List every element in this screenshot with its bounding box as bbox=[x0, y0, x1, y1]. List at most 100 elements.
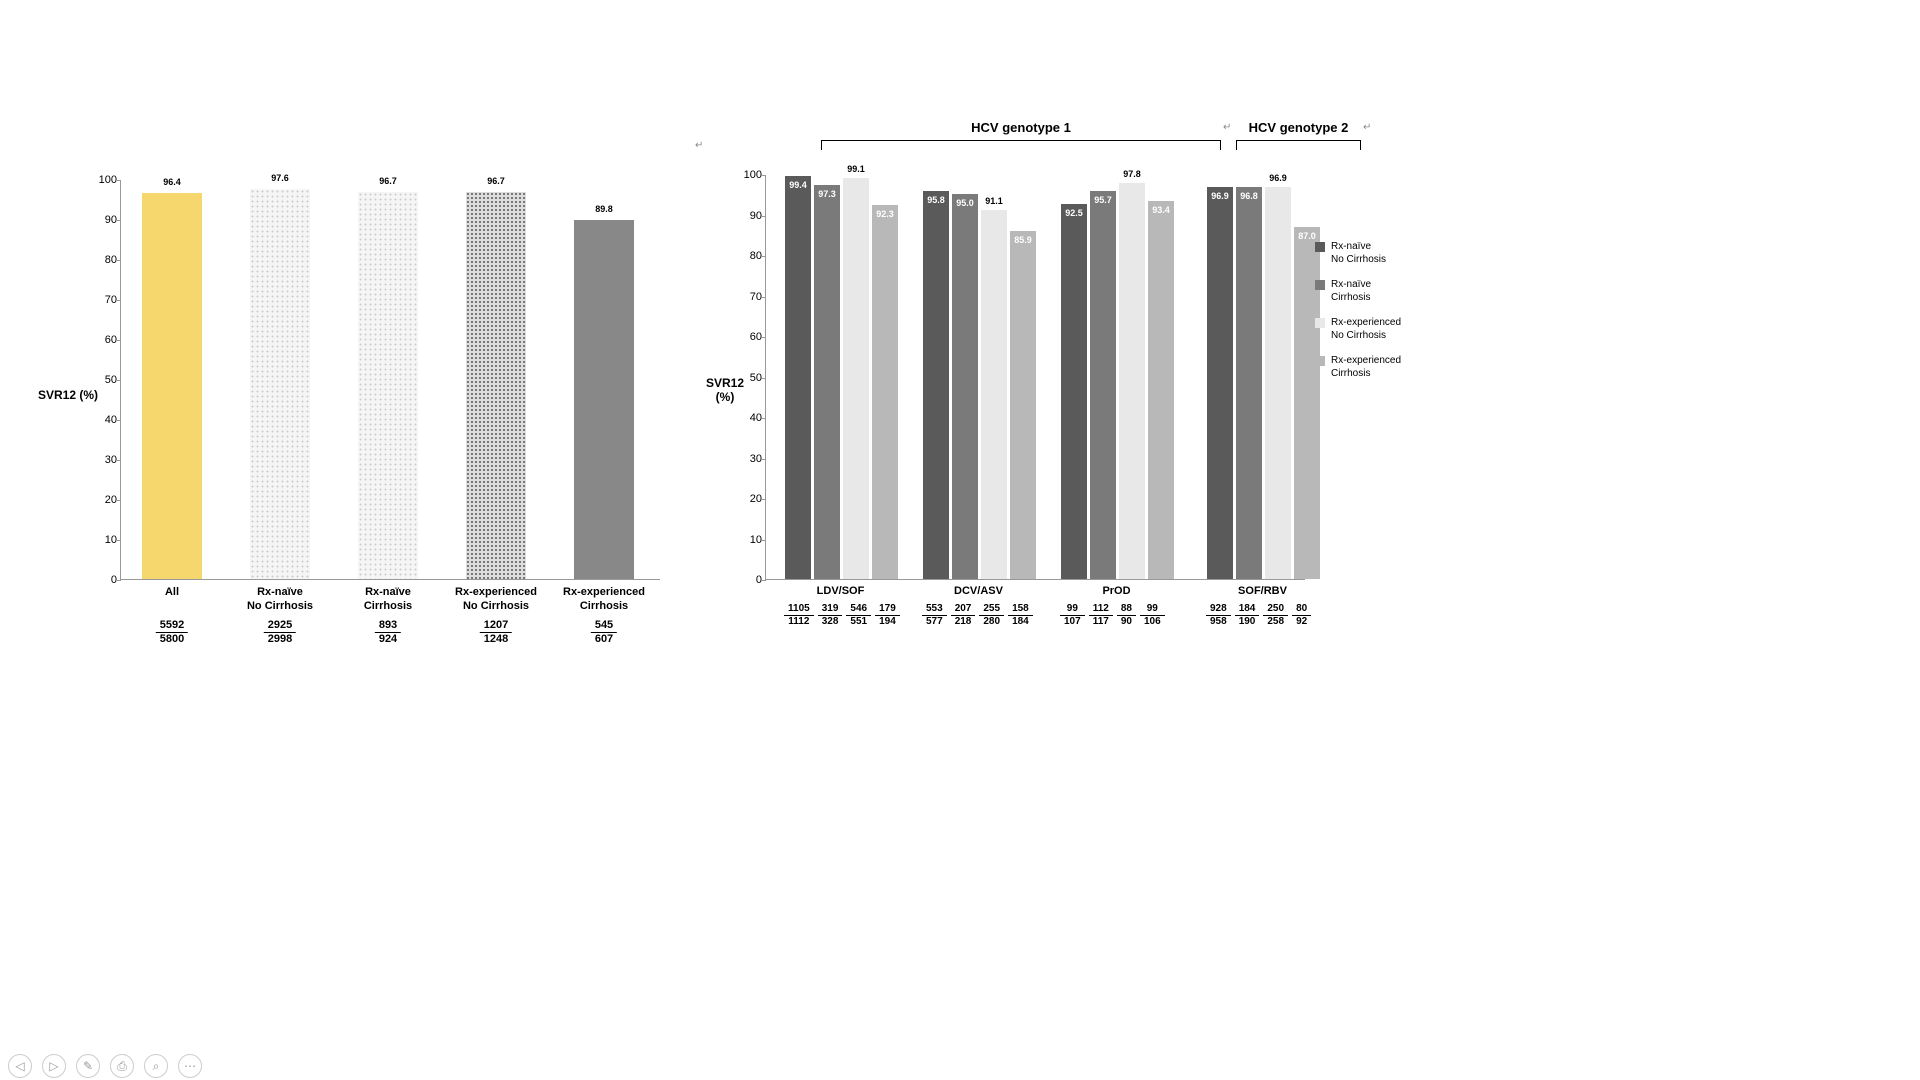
return-symbol-icon: ↵ bbox=[695, 140, 703, 151]
y-tick-label: 80 bbox=[734, 250, 762, 262]
bar: 99.4 bbox=[785, 176, 811, 579]
fraction-label: 184190 bbox=[1235, 603, 1260, 628]
bar-value-label: 99.4 bbox=[789, 180, 807, 190]
plot-area-right: 0102030405060708090100HCV genotype 1↵HCV… bbox=[765, 175, 1305, 580]
bar: 96.8 bbox=[1236, 187, 1262, 579]
y-tick-label: 0 bbox=[734, 574, 762, 586]
legend-text: Rx-experiencedNo Cirrhosis bbox=[1331, 316, 1401, 342]
group-header: HCV genotype 2 bbox=[1236, 120, 1361, 135]
y-tick-label: 40 bbox=[734, 412, 762, 424]
fractions-row: 553577207218255280158184 bbox=[922, 603, 1033, 628]
fraction-label: 250258 bbox=[1263, 603, 1288, 628]
y-tick-label: 70 bbox=[89, 294, 117, 306]
legend-item: Rx-experiencedCirrhosis bbox=[1315, 354, 1401, 380]
bar: 92.3 bbox=[872, 205, 898, 579]
present-button[interactable]: ⎙ bbox=[110, 1054, 134, 1078]
fraction-label: 12071248 bbox=[480, 619, 512, 646]
fraction-label: 893924 bbox=[375, 619, 401, 646]
bar-value-label: 85.9 bbox=[1014, 235, 1032, 245]
zoom-button[interactable]: ⌕ bbox=[144, 1054, 168, 1078]
bar-value-label: 92.3 bbox=[876, 209, 894, 219]
bar: 89.8Rx-experiencedCirrhosis545607 bbox=[574, 220, 634, 579]
fraction-label: 158184 bbox=[1008, 603, 1033, 628]
fraction-label: 11051112 bbox=[784, 603, 814, 628]
bracket bbox=[1236, 140, 1361, 150]
y-tick-label: 60 bbox=[89, 334, 117, 346]
y-tick-label: 30 bbox=[734, 453, 762, 465]
bar-value-label: 97.3 bbox=[818, 189, 836, 199]
fraction-label: 928958 bbox=[1206, 603, 1231, 628]
y-tick-label: 60 bbox=[734, 331, 762, 343]
bar: 97.6Rx-naïveNo Cirrhosis29252998 bbox=[250, 189, 310, 579]
y-tick-label: 20 bbox=[89, 494, 117, 506]
fractions-row: 99107112117889099106 bbox=[1060, 603, 1165, 628]
bar: 92.5 bbox=[1061, 204, 1087, 579]
fractions-row: 9289581841902502588092 bbox=[1206, 603, 1311, 628]
bar-value-label: 96.7 bbox=[487, 176, 505, 186]
x-axis-label: Rx-naïveCirrhosis bbox=[328, 585, 448, 614]
bar: 85.9 bbox=[1010, 231, 1036, 579]
bar-value-label: 97.8 bbox=[1123, 169, 1141, 179]
legend-item: Rx-naïveCirrhosis bbox=[1315, 278, 1401, 304]
prev-button[interactable]: ◁ bbox=[8, 1054, 32, 1078]
pen-button[interactable]: ✎ bbox=[76, 1054, 100, 1078]
fractions-row: 11051112319328546551179194 bbox=[784, 603, 900, 628]
group-x-label: DCV/ASV bbox=[922, 585, 1035, 597]
y-axis-label-left: SVR12 (%) bbox=[38, 388, 98, 402]
bar-value-label: 95.7 bbox=[1094, 195, 1112, 205]
x-axis-label: Rx-naïveNo Cirrhosis bbox=[220, 585, 340, 614]
legend-swatch bbox=[1315, 356, 1325, 366]
next-button[interactable]: ▷ bbox=[42, 1054, 66, 1078]
y-tick-label: 90 bbox=[734, 210, 762, 222]
group-x-label: PrOD bbox=[1060, 585, 1173, 597]
chart-right: SVR12(%) 0102030405060708090100HCV genot… bbox=[710, 100, 1430, 700]
bar-value-label: 87.0 bbox=[1298, 231, 1316, 241]
bar-value-label: 97.6 bbox=[271, 173, 289, 183]
legend-text: Rx-naïveCirrhosis bbox=[1331, 278, 1371, 304]
fraction-label: 29252998 bbox=[264, 619, 296, 646]
chart-left: SVR12 (%) 010203040506070809010096.4All5… bbox=[20, 100, 680, 700]
main-content: SVR12 (%) 010203040506070809010096.4All5… bbox=[0, 0, 1920, 720]
y-tick-label: 90 bbox=[89, 214, 117, 226]
bar-value-label: 92.5 bbox=[1065, 208, 1083, 218]
group-x-label: LDV/SOF bbox=[784, 585, 897, 597]
more-button[interactable]: ⋯ bbox=[178, 1054, 202, 1078]
y-tick-label: 80 bbox=[89, 254, 117, 266]
y-tick-label: 100 bbox=[89, 174, 117, 186]
fraction-label: 8890 bbox=[1117, 603, 1136, 628]
bar-value-label: 96.9 bbox=[1211, 191, 1229, 201]
bar-value-label: 93.4 bbox=[1152, 205, 1170, 215]
fraction-label: 99106 bbox=[1140, 603, 1165, 628]
y-tick-label: 50 bbox=[734, 372, 762, 384]
bar-value-label: 96.7 bbox=[379, 176, 397, 186]
fraction-label: 179194 bbox=[875, 603, 900, 628]
return-symbol-icon: ↵ bbox=[1363, 122, 1371, 133]
presentation-toolbar: ◁ ▷ ✎ ⎙ ⌕ ⋯ bbox=[8, 1054, 202, 1078]
bar: 96.4All55925800 bbox=[142, 193, 202, 579]
bar: 97.8 bbox=[1119, 183, 1145, 579]
fraction-label: 55925800 bbox=[156, 619, 188, 646]
y-tick-label: 70 bbox=[734, 291, 762, 303]
bar: 96.7Rx-experiencedNo Cirrhosis12071248 bbox=[466, 192, 526, 579]
bracket bbox=[821, 140, 1221, 150]
y-tick-label: 30 bbox=[89, 454, 117, 466]
legend-text: Rx-experiencedCirrhosis bbox=[1331, 354, 1401, 380]
y-tick-label: 40 bbox=[89, 414, 117, 426]
bar: 97.3 bbox=[814, 185, 840, 579]
fraction-label: 99107 bbox=[1060, 603, 1085, 628]
bar-value-label: 89.8 bbox=[595, 204, 613, 214]
y-tick-label: 20 bbox=[734, 493, 762, 505]
plot-area-left: 010203040506070809010096.4All5592580097.… bbox=[120, 180, 660, 580]
fraction-label: 8092 bbox=[1292, 603, 1311, 628]
bar: 96.7Rx-naïveCirrhosis893924 bbox=[358, 192, 418, 579]
bar: 99.1 bbox=[843, 178, 869, 579]
fraction-label: 207218 bbox=[951, 603, 976, 628]
group-header: HCV genotype 1 bbox=[821, 120, 1221, 135]
y-tick-label: 10 bbox=[734, 534, 762, 546]
bar-value-label: 96.8 bbox=[1240, 191, 1258, 201]
x-axis-label: Rx-experiencedCirrhosis bbox=[544, 585, 664, 614]
y-tick-label: 50 bbox=[89, 374, 117, 386]
bar: 93.4 bbox=[1148, 201, 1174, 579]
legend-swatch bbox=[1315, 318, 1325, 328]
fraction-label: 319328 bbox=[818, 603, 843, 628]
